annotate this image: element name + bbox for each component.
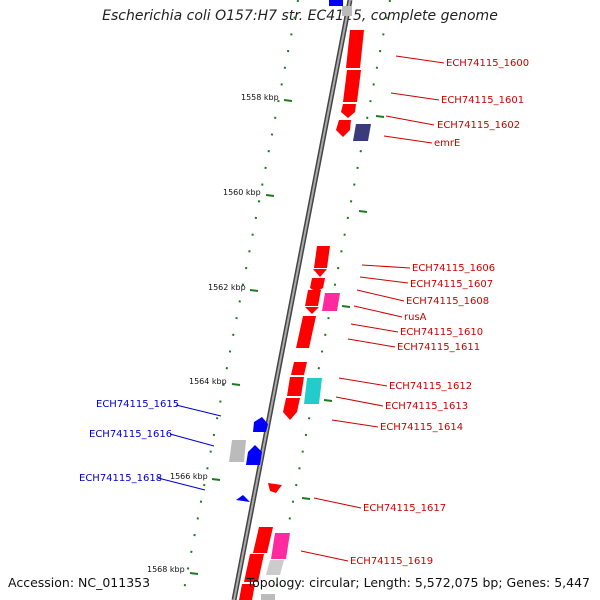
gene-label: emrE [434, 138, 460, 149]
gene-block-emrE [353, 124, 371, 141]
kbp-tick-label: 1560 kbp [223, 188, 261, 197]
kbp-tick-label: 1564 kbp [189, 377, 227, 386]
genome-summary-text: Topology: circular; Length: 5,572,075 bp… [246, 575, 590, 590]
tick-ring-inner [181, 0, 299, 600]
minor-ticks [301, 115, 385, 500]
kbp-tick: 1560 kbp [223, 188, 275, 197]
gene-label: rusA [404, 312, 427, 323]
gene-arrow-ECH74115-1619 [253, 527, 273, 553]
gene-arrow-ECH74115-1600 [346, 30, 364, 68]
gene-label: ECH74115_1600 [446, 58, 529, 69]
gene-arrow-ECH74115-1610 [305, 307, 319, 314]
reverse-gene-leaders [157, 404, 222, 491]
gene-block-1619-magenta [271, 533, 290, 559]
gene-label: ECH74115_1616 [89, 429, 172, 440]
kbp-tick: 1562 kbp [208, 283, 259, 292]
kbp-tick: 1566 kbp [170, 472, 221, 481]
gene-arrow-ECH74115-1614 [283, 398, 300, 420]
gene-arrow-ECH74115-1613 [287, 377, 304, 396]
kbp-tick-label: 1568 kbp [147, 565, 185, 574]
gene-arrow-ECH74115-1611 [296, 316, 316, 348]
gene-arrow-ECH74115-1617 [268, 483, 282, 493]
reverse-gene-arrow [329, 0, 343, 6]
gene-label: ECH74115_1606 [412, 263, 495, 274]
kbp-tick-label: 1562 kbp [208, 283, 246, 292]
gene-label: ECH74115_1615 [96, 399, 179, 410]
gene-label: ECH74115_1610 [400, 327, 483, 338]
accession-text: Accession: NC_011353 [8, 575, 151, 590]
gene-arrow-ECH74115-1608 [310, 278, 325, 292]
gene-label: ECH74115_1612 [389, 381, 472, 392]
gene-arrow-ECH74115-1606 [314, 246, 330, 268]
gene-label: ECH74115_1601 [441, 95, 524, 106]
gene-arrow-ECH74115-1618 [236, 495, 250, 502]
kbp-tick-label: 1566 kbp [170, 472, 208, 481]
gene-label: ECH74115_1613 [385, 401, 468, 412]
gene-arrow-1619-second [244, 554, 264, 582]
kbp-tick: 1558 kbp [241, 93, 293, 102]
gene-arrow-ECH74115-1616 [246, 445, 262, 465]
gene-arrow-bottom [239, 584, 255, 600]
gene-block-1619-grey [266, 560, 284, 575]
gene-arrow-ECH74115-1601 [343, 70, 361, 102]
kbp-tick: 1568 kbp [147, 565, 199, 575]
map-title: Escherichia coli O157:H7 str. EC4115, co… [102, 8, 498, 24]
gene-block-1608-magenta [322, 293, 340, 311]
gene-block-bottom-grey [261, 594, 275, 600]
gene-label: ECH74115_1618 [79, 473, 162, 484]
gene-label: ECH74115_1614 [380, 422, 463, 433]
gene-block-grey [342, 6, 352, 16]
gene-arrow-ECH74115-1607 [313, 269, 327, 277]
kbp-tick-label: 1558 kbp [241, 93, 279, 102]
kbp-tick: 1564 kbp [189, 377, 241, 386]
gene-label: ECH74115_1602 [437, 120, 520, 131]
gene-arrow-rusA [305, 290, 321, 306]
gene-label: ECH74115_1607 [410, 279, 493, 290]
gene-arrow-ECH74115-1615 [253, 417, 268, 432]
gene-block-1616-grey [229, 440, 246, 462]
gene-label: ECH74115_1617 [363, 503, 446, 514]
gene-arrow-emrE-neighbour [336, 120, 351, 137]
gene-label: ECH74115_1619 [350, 556, 433, 567]
gene-label: ECH74115_1608 [406, 296, 489, 307]
gene-block-1613-cyan [304, 378, 322, 404]
gene-arrow-ECH74115-1602 [341, 104, 356, 118]
forward-gene-leaders [300, 55, 445, 562]
gene-arrow-ECH74115-1612 [291, 362, 307, 375]
gene-label: ECH74115_1611 [397, 342, 480, 353]
genome-backbone-highlight [233, 0, 351, 600]
